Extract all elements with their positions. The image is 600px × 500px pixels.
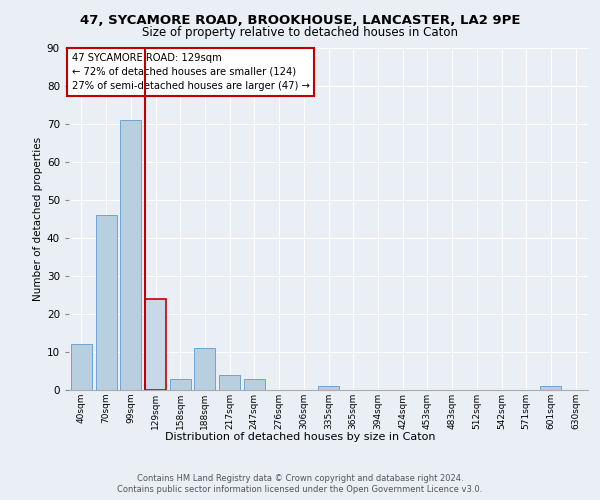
Text: Contains HM Land Registry data © Crown copyright and database right 2024.: Contains HM Land Registry data © Crown c… [137, 474, 463, 483]
Text: 47 SYCAMORE ROAD: 129sqm
← 72% of detached houses are smaller (124)
27% of semi-: 47 SYCAMORE ROAD: 129sqm ← 72% of detach… [71, 52, 310, 90]
Bar [120, 120, 141, 390]
Bar [71, 344, 92, 390]
Bar [170, 378, 191, 390]
Bar [145, 298, 166, 390]
Text: Contains public sector information licensed under the Open Government Licence v3: Contains public sector information licen… [118, 485, 482, 494]
Bar [541, 386, 562, 390]
Text: 47, SYCAMORE ROAD, BROOKHOUSE, LANCASTER, LA2 9PE: 47, SYCAMORE ROAD, BROOKHOUSE, LANCASTER… [80, 14, 520, 27]
Bar [219, 375, 240, 390]
Bar [194, 348, 215, 390]
Bar [318, 386, 339, 390]
Text: Distribution of detached houses by size in Caton: Distribution of detached houses by size … [165, 432, 435, 442]
Bar [95, 215, 116, 390]
Y-axis label: Number of detached properties: Number of detached properties [32, 136, 43, 301]
Bar [244, 378, 265, 390]
Text: Size of property relative to detached houses in Caton: Size of property relative to detached ho… [142, 26, 458, 39]
